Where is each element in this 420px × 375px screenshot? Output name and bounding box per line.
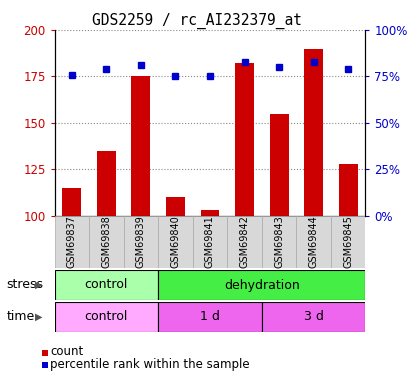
Bar xyxy=(262,302,365,332)
Bar xyxy=(331,216,365,268)
Bar xyxy=(55,302,158,332)
Bar xyxy=(193,216,227,268)
Text: GSM69842: GSM69842 xyxy=(239,215,249,268)
Bar xyxy=(89,216,123,268)
Text: GSM69843: GSM69843 xyxy=(274,216,284,268)
Text: GSM69840: GSM69840 xyxy=(171,216,181,268)
Text: 3 d: 3 d xyxy=(304,310,323,323)
Bar xyxy=(166,197,185,216)
Text: percentile rank within the sample: percentile rank within the sample xyxy=(50,358,250,371)
Text: GSM69845: GSM69845 xyxy=(343,215,353,268)
Bar xyxy=(339,164,357,216)
Text: control: control xyxy=(85,310,128,323)
Text: GSM69839: GSM69839 xyxy=(136,216,146,268)
Text: ▶: ▶ xyxy=(35,280,42,290)
Text: GSM69838: GSM69838 xyxy=(101,216,111,268)
Text: GSM69841: GSM69841 xyxy=(205,216,215,268)
Bar xyxy=(235,63,254,216)
Bar xyxy=(262,216,297,268)
Text: stress: stress xyxy=(6,279,43,291)
Text: GSM69837: GSM69837 xyxy=(67,215,77,268)
Bar xyxy=(131,76,150,216)
Bar xyxy=(227,216,262,268)
Bar xyxy=(158,302,262,332)
Bar xyxy=(123,216,158,268)
Text: 1 d: 1 d xyxy=(200,310,220,323)
Text: time: time xyxy=(6,310,34,323)
Bar xyxy=(158,270,365,300)
Text: GSM69844: GSM69844 xyxy=(309,216,319,268)
Bar xyxy=(297,216,331,268)
Bar xyxy=(55,270,158,300)
Bar xyxy=(200,210,220,216)
Bar xyxy=(158,216,193,268)
Bar xyxy=(304,49,323,216)
Bar xyxy=(63,188,81,216)
Text: control: control xyxy=(85,279,128,291)
Bar xyxy=(270,114,289,216)
Text: dehydration: dehydration xyxy=(224,279,300,291)
Bar xyxy=(55,216,89,268)
Text: GDS2259 / rc_AI232379_at: GDS2259 / rc_AI232379_at xyxy=(92,13,302,29)
Bar xyxy=(97,151,116,216)
Text: count: count xyxy=(50,345,84,358)
Text: ▶: ▶ xyxy=(35,312,42,322)
